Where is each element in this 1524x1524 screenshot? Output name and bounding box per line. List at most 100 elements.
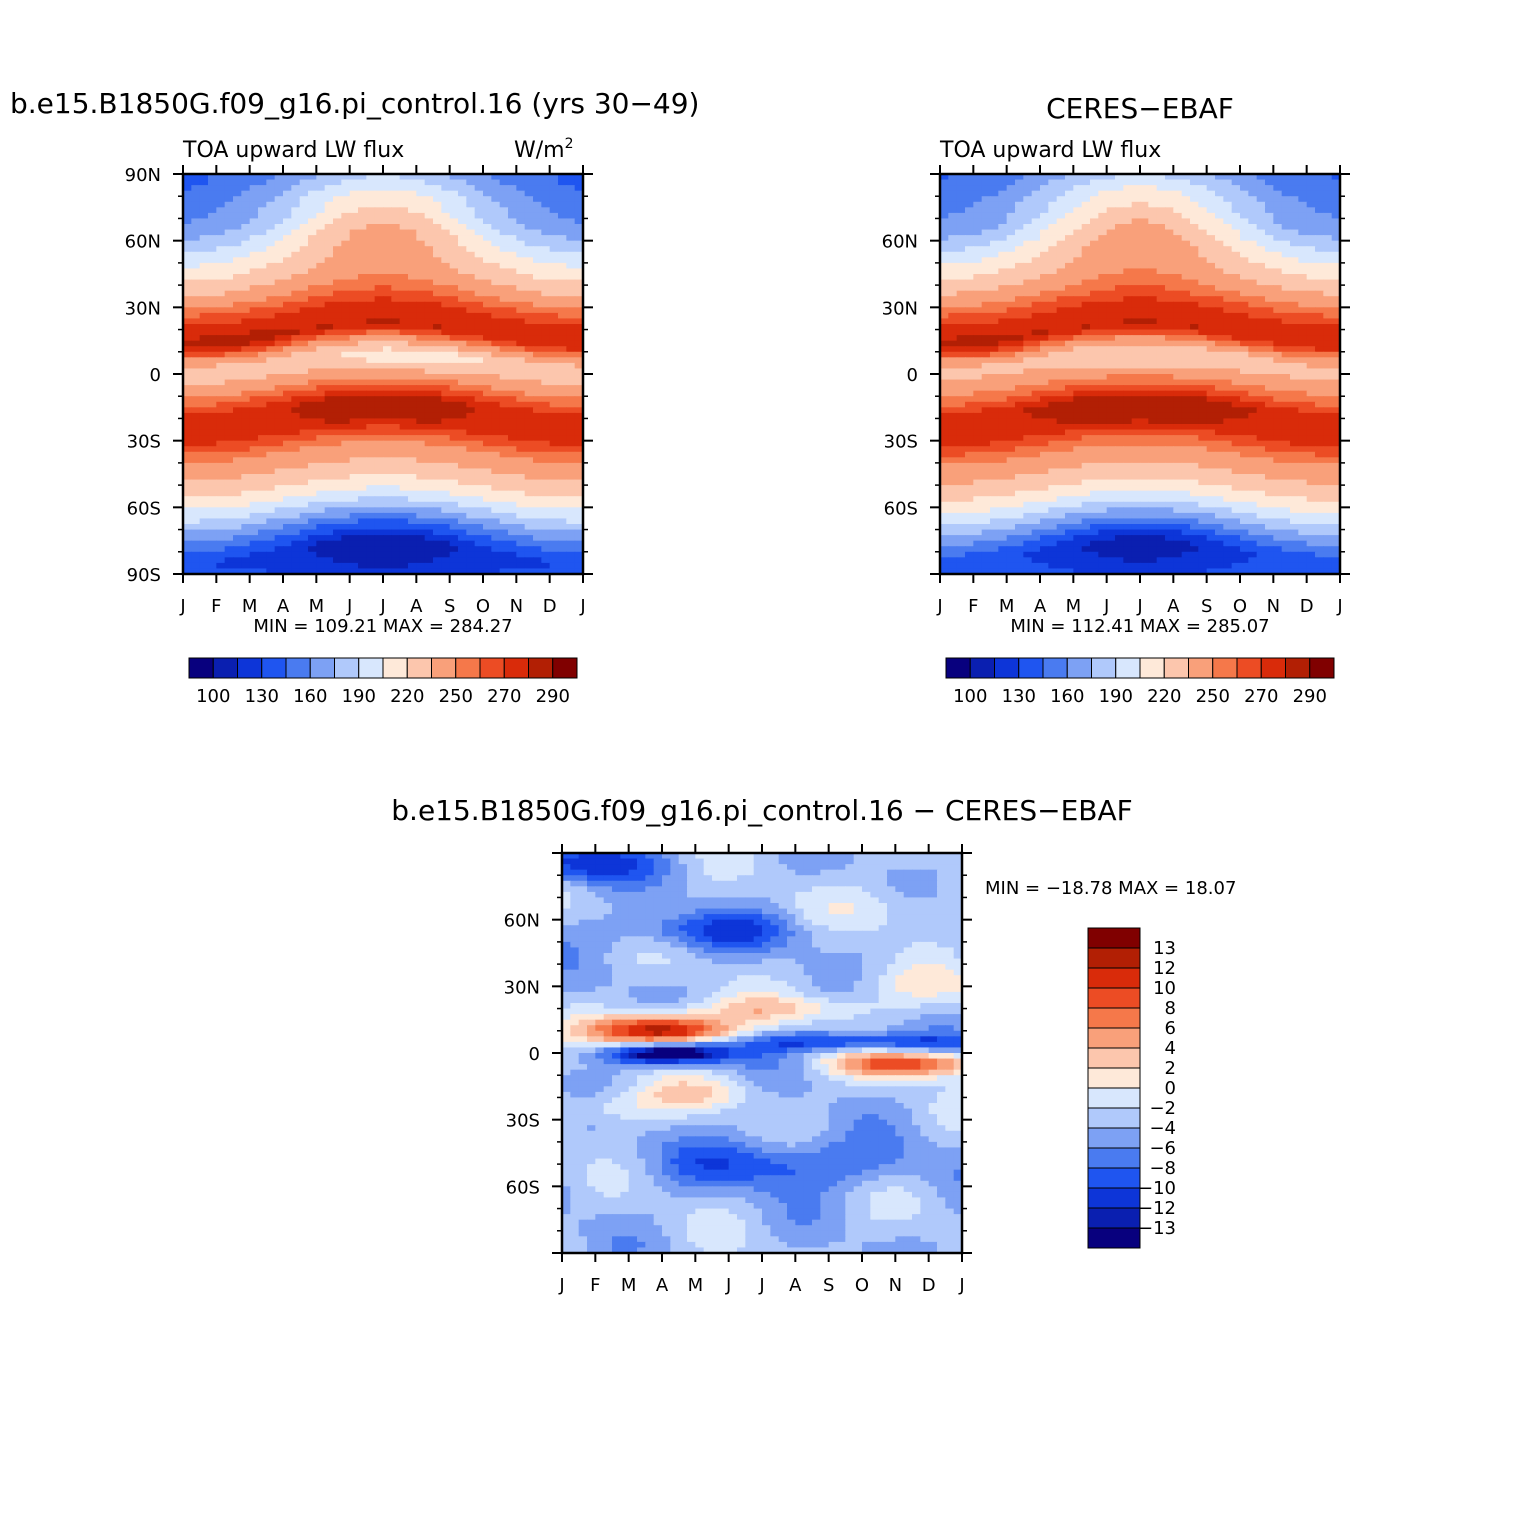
heatmap-cell: [333, 385, 342, 392]
heatmap-cell: [981, 257, 991, 264]
heatmap-cell: [324, 468, 334, 475]
heatmap-cell: [566, 218, 576, 225]
heatmap-cell: [1173, 229, 1183, 236]
heatmap-cell: [433, 312, 442, 320]
heatmap-cell: [441, 457, 451, 464]
heatmap-cell: [458, 457, 467, 464]
heatmap-cell: [408, 474, 417, 481]
heatmap-cell: [308, 346, 317, 353]
heatmap-cell: [1098, 296, 1108, 303]
heatmap-cell: [233, 557, 242, 564]
heatmap-cell: [1156, 335, 1166, 342]
heatmap-cell: [1181, 212, 1191, 220]
heatmap-cell: [299, 540, 309, 547]
heatmap-cell: [1173, 296, 1183, 303]
heatmap-cell: [1306, 207, 1316, 214]
heatmap-cell: [1223, 279, 1233, 286]
heatmap-cell: [973, 301, 983, 308]
heatmap-cell: [1206, 274, 1216, 281]
heatmap-cell: [441, 229, 451, 236]
heatmap-cell: [483, 546, 492, 553]
heatmap-cell: [366, 462, 376, 470]
heatmap-cell: [474, 451, 484, 458]
heatmap-cell: [191, 246, 201, 253]
heatmap-cell: [399, 285, 409, 292]
heatmap-cell: [533, 362, 542, 370]
heatmap-cell: [458, 357, 467, 364]
heatmap-cell: [981, 207, 991, 214]
heatmap-cell: [541, 424, 551, 431]
heatmap-cell: [374, 307, 384, 314]
heatmap-cell: [499, 340, 509, 347]
heatmap-cell: [1165, 196, 1174, 203]
heatmap-cell: [1073, 329, 1083, 336]
heatmap-cell: [424, 557, 434, 564]
heatmap-cell: [258, 268, 267, 275]
heatmap-cell: [241, 457, 251, 464]
heatmap-cell: [533, 174, 542, 181]
heatmap-cell: [1256, 240, 1266, 247]
heatmap-cell: [566, 568, 576, 575]
heatmap-cell: [191, 362, 201, 370]
heatmap-cell: [1031, 196, 1041, 203]
heatmap-cell: [308, 518, 317, 525]
heatmap-cell: [333, 518, 342, 525]
heatmap-cell: [458, 185, 467, 192]
heatmap-cell: [258, 190, 267, 197]
heatmap-cell: [358, 518, 367, 525]
heatmap-cell: [973, 251, 983, 258]
heatmap-cell: [1156, 207, 1166, 214]
heatmap-cell: [441, 218, 451, 225]
heatmap-cell: [283, 190, 292, 197]
heatmap-cell: [1215, 318, 1224, 325]
heatmap-cell: [291, 474, 301, 481]
heatmap-cell: [216, 362, 226, 370]
heatmap-cell: [1081, 307, 1091, 314]
heatmap-cell: [1123, 274, 1133, 281]
heatmap-cell: [241, 174, 251, 181]
heatmap-cell: [998, 262, 1008, 270]
heatmap-cell: [291, 312, 301, 320]
heatmap-cell: [508, 551, 517, 558]
heatmap-cell: [433, 301, 442, 308]
heatmap-cell: [1148, 179, 1158, 186]
heatmap-cell: [1015, 174, 1024, 181]
heatmap-cell: [299, 535, 309, 542]
heatmap-cell: [1256, 290, 1266, 297]
heatmap-cell: [449, 201, 459, 208]
heatmap-cell: [416, 212, 426, 220]
heatmap-cell: [1048, 279, 1058, 286]
heatmap-cell: [1048, 296, 1058, 303]
heatmap-cell: [291, 562, 301, 570]
heatmap-cell: [965, 179, 974, 186]
heatmap-cell: [366, 362, 376, 370]
heatmap-cell: [1273, 224, 1283, 231]
heatmap-cell: [1106, 235, 1116, 242]
heatmap-cell: [208, 296, 217, 303]
heatmap-cell: [366, 562, 376, 570]
heatmap-cell: [474, 401, 484, 408]
heatmap-cell: [1156, 190, 1166, 197]
heatmap-cell: [283, 379, 292, 386]
heatmap-cell: [283, 424, 292, 431]
heatmap-cell: [566, 407, 576, 414]
heatmap-cell: [333, 235, 342, 242]
heatmap-cell: [541, 185, 551, 192]
heatmap-cell: [558, 479, 567, 486]
heatmap-cell: [940, 335, 949, 342]
heatmap-cell: [516, 557, 526, 564]
heatmap-cell: [491, 412, 501, 420]
heatmap-cell: [549, 174, 559, 181]
heatmap-cell: [1298, 268, 1308, 275]
heatmap-cell: [566, 362, 576, 370]
heatmap-cell: [1065, 301, 1074, 308]
heatmap-cell: [358, 235, 367, 242]
heatmap-cell: [433, 424, 442, 431]
heatmap-cell: [341, 229, 351, 236]
heatmap-cell: [1198, 262, 1208, 270]
heatmap-cell: [333, 318, 342, 325]
heatmap-cell: [441, 235, 451, 242]
heatmap-cell: [408, 540, 417, 547]
heatmap-cell: [1281, 201, 1291, 208]
heatmap-cell: [1215, 307, 1224, 314]
